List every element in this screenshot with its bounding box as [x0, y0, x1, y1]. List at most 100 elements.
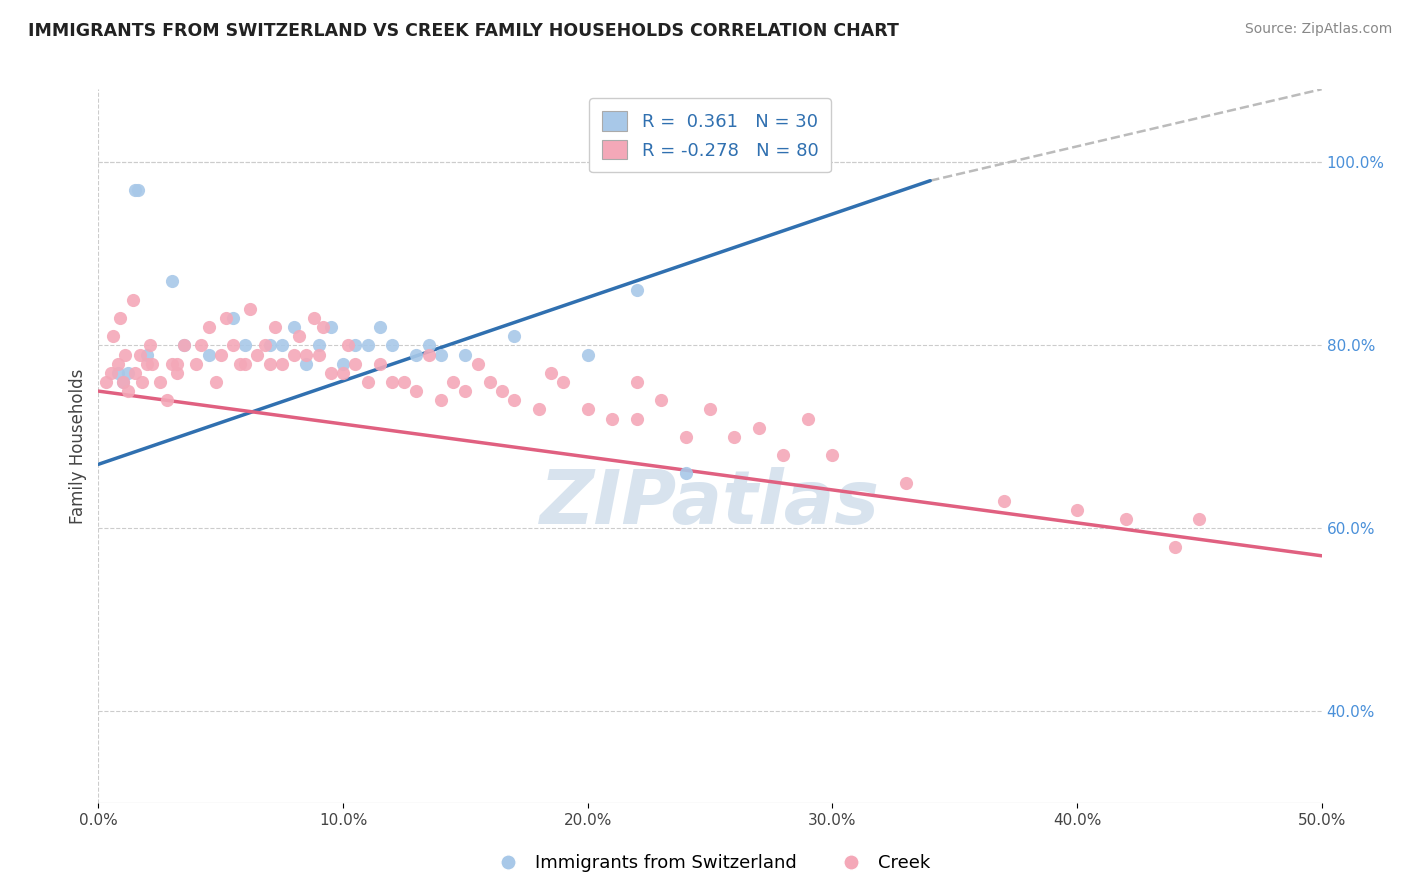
Point: [626, 284, 648, 298]
Point: [253, 338, 276, 352]
Point: [173, 338, 195, 352]
Point: [190, 338, 212, 352]
Point: [675, 430, 697, 444]
Point: [124, 366, 146, 380]
Point: [527, 402, 550, 417]
Point: [121, 293, 143, 307]
Point: [993, 494, 1015, 508]
Point: [160, 274, 183, 288]
Point: [166, 366, 188, 380]
Point: [454, 347, 477, 361]
Point: [319, 320, 342, 334]
Point: [139, 338, 162, 352]
Point: [368, 320, 391, 334]
Point: [107, 366, 129, 380]
Point: [101, 329, 124, 343]
Point: [222, 338, 245, 352]
Point: [295, 347, 318, 361]
Point: [1188, 512, 1211, 526]
Point: [430, 393, 453, 408]
Point: [124, 183, 146, 197]
Point: [233, 357, 256, 371]
Point: [381, 338, 404, 352]
Point: [332, 357, 354, 371]
Point: [418, 338, 440, 352]
Point: [259, 338, 281, 352]
Point: [748, 420, 770, 434]
Point: [263, 320, 285, 334]
Point: [626, 411, 648, 425]
Point: [239, 301, 262, 316]
Point: [723, 430, 745, 444]
Point: [356, 375, 378, 389]
Point: [894, 475, 917, 490]
Point: [772, 448, 794, 462]
Point: [344, 338, 367, 352]
Point: [283, 347, 305, 361]
Point: [107, 357, 129, 371]
Point: [1066, 503, 1088, 517]
Point: [111, 375, 134, 389]
Point: [650, 393, 672, 408]
Point: [129, 347, 152, 361]
Point: [553, 375, 575, 389]
Point: [626, 375, 648, 389]
Text: ZIPatlas: ZIPatlas: [540, 467, 880, 540]
Point: [576, 402, 599, 417]
Point: [233, 338, 256, 352]
Point: [430, 347, 453, 361]
Point: [392, 375, 416, 389]
Point: [156, 393, 179, 408]
Point: [540, 366, 562, 380]
Point: [127, 183, 149, 197]
Point: [214, 310, 236, 325]
Point: [675, 467, 697, 481]
Point: [441, 375, 464, 389]
Point: [186, 357, 208, 371]
Point: [160, 357, 183, 371]
Point: [209, 347, 232, 361]
Text: IMMIGRANTS FROM SWITZERLAND VS CREEK FAMILY HOUSEHOLDS CORRELATION CHART: IMMIGRANTS FROM SWITZERLAND VS CREEK FAM…: [28, 22, 898, 40]
Point: [114, 347, 136, 361]
Point: [295, 357, 318, 371]
Point: [100, 366, 122, 380]
Point: [111, 375, 134, 389]
Y-axis label: Family Households: Family Households: [69, 368, 87, 524]
Point: [478, 375, 501, 389]
Point: [381, 375, 404, 389]
Point: [259, 357, 281, 371]
Point: [1115, 512, 1137, 526]
Point: [821, 448, 844, 462]
Point: [312, 320, 335, 334]
Point: [117, 384, 139, 398]
Point: [503, 329, 526, 343]
Point: [454, 384, 477, 398]
Point: [270, 338, 294, 352]
Point: [405, 347, 427, 361]
Point: [308, 347, 330, 361]
Point: [308, 338, 330, 352]
Point: [600, 411, 623, 425]
Point: [302, 310, 325, 325]
Point: [110, 310, 132, 325]
Text: Source: ZipAtlas.com: Source: ZipAtlas.com: [1244, 22, 1392, 37]
Point: [467, 357, 489, 371]
Point: [117, 366, 139, 380]
Point: [288, 329, 311, 343]
Point: [576, 347, 599, 361]
Point: [270, 357, 294, 371]
Point: [418, 347, 440, 361]
Point: [131, 375, 153, 389]
Point: [222, 310, 245, 325]
Point: [136, 347, 159, 361]
Point: [405, 384, 427, 398]
Point: [166, 357, 188, 371]
Point: [197, 320, 219, 334]
Point: [149, 375, 172, 389]
Point: [141, 357, 163, 371]
Point: [283, 320, 305, 334]
Point: [94, 375, 117, 389]
Point: [344, 357, 367, 371]
Point: [336, 338, 359, 352]
Point: [356, 338, 378, 352]
